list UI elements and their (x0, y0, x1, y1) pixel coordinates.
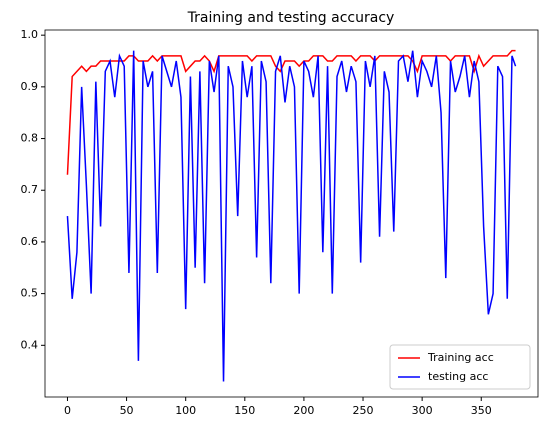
y-tick-label: 0.7 (21, 183, 39, 196)
x-tick-label: 0 (64, 404, 71, 417)
legend-label: Training acc (427, 351, 494, 364)
x-tick-label: 250 (353, 404, 374, 417)
x-tick-label: 150 (234, 404, 255, 417)
chart-title: Training and testing accuracy (187, 10, 395, 26)
x-tick-label: 50 (120, 404, 134, 417)
x-tick-label: 300 (412, 404, 433, 417)
line-series (66, 49, 516, 175)
legend-label: testing acc (428, 370, 488, 383)
y-tick-label: 0.4 (21, 338, 39, 351)
x-tick-label: 350 (471, 404, 492, 417)
x-tick-label: 100 (175, 404, 196, 417)
axes-frame (44, 29, 539, 398)
y-tick-label: 0.5 (21, 287, 39, 300)
y-tick-label: 1.0 (21, 28, 39, 41)
y-tick-label: 0.9 (21, 80, 39, 93)
x-tick-label: 200 (293, 404, 314, 417)
line-series (66, 50, 517, 382)
y-tick-label: 0.8 (21, 132, 39, 145)
y-tick-label: 0.6 (21, 235, 39, 248)
legend-box (389, 344, 531, 390)
